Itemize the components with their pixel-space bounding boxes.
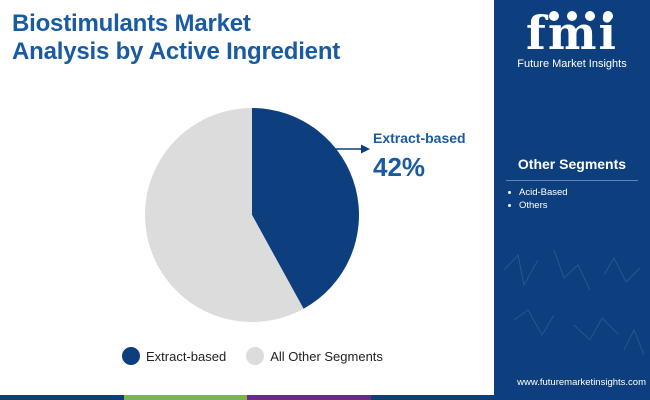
bullet-icon: [508, 191, 511, 194]
legend-swatch-other-segments: [246, 347, 265, 365]
bottom-bar-segment: [370, 395, 494, 400]
sidebar-decorative-lines: [503, 249, 645, 356]
segments-divider: [506, 180, 638, 181]
callout-value: 42%: [373, 152, 425, 182]
legend-label: All Other Segments: [270, 348, 383, 364]
legend-item-other-segments: All Other Segments: [246, 347, 383, 365]
pie-chart: Extract-based 42%: [144, 107, 466, 322]
title-line-2: Analysis by Active Ingredient: [12, 38, 341, 65]
other-segments-list: Acid-Based Others: [506, 186, 568, 212]
pie-slice-all-other-segments: [144, 107, 304, 322]
title-line-1: Biostimulants Market: [12, 10, 251, 37]
logo-text: Future Market Insights: [517, 58, 627, 70]
bottom-bar-segment: [123, 395, 247, 400]
website-url: www.futuremarketinsights.com: [517, 377, 646, 388]
bottom-color-bar: [0, 395, 494, 400]
bottom-bar-segment: [0, 395, 124, 400]
bullet-icon: [508, 204, 511, 207]
pie-slice-extract-based: [252, 108, 359, 309]
chart-legend: Extract-based All Other Segments: [122, 347, 403, 365]
fmi-logo: fmi Future Market Insights: [494, 10, 650, 70]
segment-label: Others: [519, 200, 548, 211]
segment-label: Acid-Based: [519, 187, 568, 198]
legend-label: Extract-based: [146, 348, 227, 364]
logo-icons: [549, 11, 613, 21]
list-item: Others: [506, 199, 568, 212]
list-item: Acid-Based: [506, 186, 568, 199]
main-panel: Biostimulants Market Analysis by Active …: [12, 10, 466, 365]
sidebar: fmi Future Market Insights Other Segment…: [494, 0, 650, 400]
page-title: Biostimulants Market Analysis by Active …: [12, 10, 340, 66]
callout-label: Extract-based: [373, 130, 466, 146]
other-segments-title: Other Segments: [517, 156, 627, 172]
legend-item-extract-based: Extract-based: [122, 347, 226, 365]
callout-arrowhead: [361, 144, 370, 154]
legend-swatch-extract-based: [122, 347, 140, 365]
bottom-bar-segment: [247, 395, 371, 400]
